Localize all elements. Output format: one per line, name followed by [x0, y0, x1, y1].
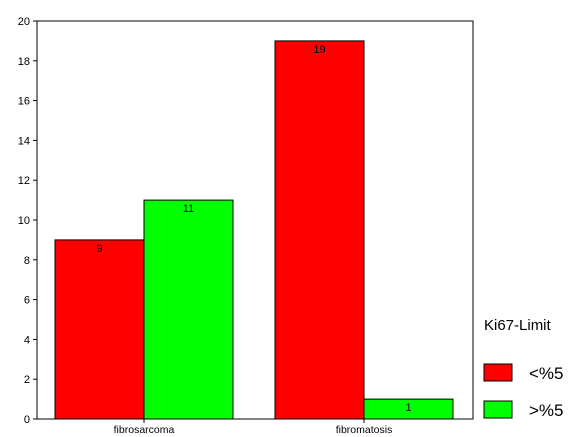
- legend-title: Ki67-Limit: [484, 317, 552, 334]
- y-axis: 0 2 4 6 8 10 12 14 16 18 20: [18, 16, 37, 426]
- legend-swatch: [483, 363, 513, 382]
- bar: [363, 398, 454, 420]
- y-tick-label: 0: [24, 414, 30, 426]
- x-tick-label: fibromatosis: [336, 424, 393, 436]
- legend: Ki67-Limit <%5 >%5: [483, 317, 564, 420]
- bars: 9 11 19 1: [54, 40, 454, 420]
- bar-value-label: 1: [405, 402, 411, 414]
- y-tick-label: 2: [24, 374, 30, 386]
- bar: [54, 239, 145, 420]
- legend-label: <%5: [529, 364, 564, 383]
- bar-value-label: 9: [96, 243, 102, 255]
- bar: [143, 199, 234, 420]
- y-tick-label: 16: [18, 96, 30, 108]
- y-tick-label: 14: [18, 135, 30, 147]
- bar-value-label: 11: [183, 203, 194, 215]
- x-axis: fibrosarcoma fibromatosis: [114, 419, 393, 436]
- y-tick-label: 20: [18, 16, 30, 28]
- legend-label: >%5: [529, 401, 564, 420]
- y-tick-label: 6: [24, 295, 30, 307]
- y-tick-label: 4: [24, 334, 30, 346]
- x-tick-label: fibrosarcoma: [114, 424, 175, 436]
- y-tick-label: 12: [18, 175, 30, 187]
- y-tick-label: 8: [24, 255, 30, 267]
- bar-value-label: 19: [313, 44, 325, 56]
- y-tick-label: 10: [18, 215, 30, 227]
- y-tick-label: 18: [18, 56, 30, 68]
- legend-swatch: [483, 400, 513, 419]
- bar: [274, 40, 365, 420]
